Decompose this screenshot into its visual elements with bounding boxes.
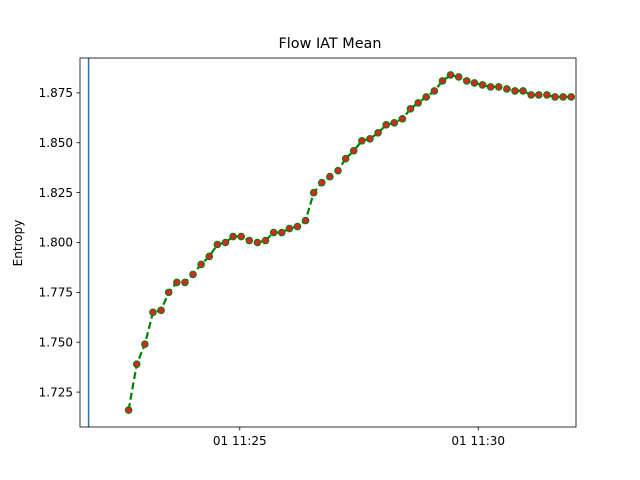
y-tick-label: 1.725 <box>39 385 73 399</box>
data-point <box>454 73 463 81</box>
data-point <box>189 270 197 279</box>
data-point <box>438 77 447 85</box>
data-point <box>326 172 334 181</box>
data-point <box>349 146 358 155</box>
data-point <box>293 222 302 231</box>
plot-frame <box>79 57 577 428</box>
x-tick-label: 01 11:30 <box>451 434 505 448</box>
y-tick-label: 1.750 <box>39 335 73 349</box>
data-point <box>237 232 245 241</box>
data-point <box>559 93 567 101</box>
data-point <box>205 252 214 261</box>
data-point <box>229 232 237 241</box>
data-point <box>366 134 374 143</box>
data-point <box>494 83 503 91</box>
data-point <box>486 83 495 91</box>
data-point <box>301 216 310 225</box>
data-point <box>390 119 399 127</box>
data-point <box>398 115 407 123</box>
data-point <box>406 105 415 113</box>
data-point <box>318 178 326 187</box>
data-point <box>551 93 559 101</box>
data-point <box>470 79 479 87</box>
data-point <box>261 236 270 245</box>
data-point <box>124 406 133 414</box>
data-point <box>374 128 382 137</box>
y-axis-label: Entropy <box>11 220 25 267</box>
x-axis-ticks: 01 11:25 01 11:30 <box>213 427 505 448</box>
data-point <box>446 71 455 79</box>
data-point <box>197 260 205 269</box>
y-tick-label: 1.850 <box>39 136 73 150</box>
data-point <box>511 87 519 95</box>
y-axis-ticks: 1.725 1.750 1.775 1.800 1.825 1.850 1.875 <box>39 86 80 399</box>
data-point <box>181 278 189 287</box>
data-point <box>462 77 471 85</box>
data-point <box>149 308 157 317</box>
data-point <box>164 288 173 297</box>
data-point <box>430 87 439 95</box>
y-tick-label: 1.800 <box>39 236 73 250</box>
data-point <box>543 91 551 99</box>
data-point <box>285 224 294 233</box>
data-point <box>414 99 422 107</box>
data-point <box>535 91 543 99</box>
data-point <box>478 81 487 89</box>
data-point <box>358 136 366 145</box>
y-tick-label: 1.775 <box>39 286 73 300</box>
x-tick-label: 01 11:25 <box>213 434 267 448</box>
plot-area <box>87 58 576 427</box>
data-point <box>503 85 511 93</box>
data-point <box>213 240 222 249</box>
data-point <box>157 306 165 315</box>
y-tick-label: 1.825 <box>39 186 73 200</box>
data-point <box>253 238 262 247</box>
data-point <box>132 360 141 368</box>
data-point <box>382 121 390 129</box>
data-point <box>245 236 254 245</box>
data-point <box>277 228 286 237</box>
data-point <box>567 93 576 101</box>
chart-title: Flow IAT Mean <box>279 36 382 52</box>
data-point <box>309 188 318 197</box>
data-point <box>221 238 230 247</box>
data-point <box>422 93 431 101</box>
data-point <box>334 166 342 175</box>
data-point <box>341 154 350 163</box>
data-point <box>519 87 527 95</box>
data-point <box>173 278 181 287</box>
data-point <box>141 340 149 349</box>
data-point <box>527 91 535 99</box>
data-point <box>269 228 278 237</box>
y-tick-label: 1.875 <box>39 86 73 100</box>
